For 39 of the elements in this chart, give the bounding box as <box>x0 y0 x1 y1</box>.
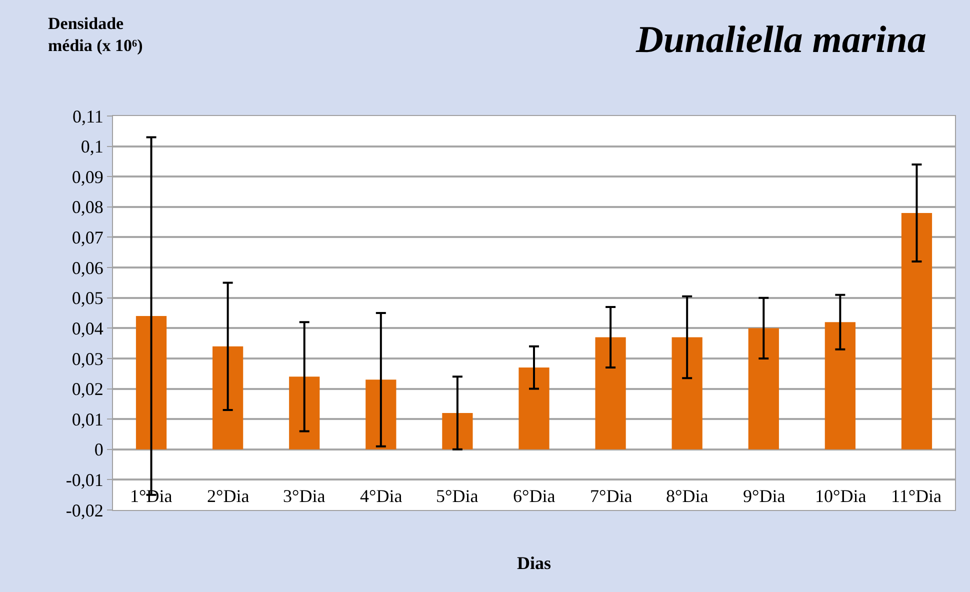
x-tick-label: 7°Dia <box>590 486 632 506</box>
x-tick-label: 9°Dia <box>743 486 786 506</box>
y-tick-label: 0,09 <box>72 166 104 187</box>
x-tick-label: 1°Dia <box>130 486 172 506</box>
x-axis-title: Dias <box>516 553 552 574</box>
y-tick-label: 0,06 <box>72 258 104 278</box>
bar <box>212 346 244 450</box>
bar <box>442 413 473 450</box>
y-tick-label: 0,05 <box>72 288 104 308</box>
y-tick-label: 0 <box>94 440 104 460</box>
x-tick-label: 8°Dia <box>666 486 708 506</box>
bar <box>289 376 320 450</box>
y-tick-label: 0,08 <box>72 197 104 218</box>
y-tick-label: 0,11 <box>72 106 104 126</box>
y-tick-label: 0,04 <box>72 318 104 338</box>
y-axis-title: Densidade média (x 10⁶) <box>48 14 143 56</box>
x-tick-label: 4°Dia <box>360 486 402 506</box>
bar <box>366 380 396 450</box>
y-tick-label: 0,01 <box>72 409 104 430</box>
bar <box>672 337 702 450</box>
x-tick-label: 11°Dia <box>891 486 942 506</box>
y-tick-label: 0,1 <box>80 136 104 157</box>
x-tick-label: 10°Dia <box>815 486 866 506</box>
y-tick-label: 0,03 <box>72 348 104 369</box>
bar <box>595 337 626 450</box>
x-tick-label: 5°Dia <box>436 486 478 506</box>
x-tick-label: 2°Dia <box>207 486 250 506</box>
x-tick-label: 6°Dia <box>513 486 556 506</box>
x-tick-label: 3°Dia <box>283 486 326 506</box>
bar <box>824 322 856 450</box>
bar <box>748 328 779 450</box>
chart-title: Dunaliella marina <box>635 18 926 61</box>
bar <box>518 368 550 450</box>
y-tick-label: -0,01 <box>66 470 104 490</box>
y-tick-label: -0,02 <box>66 500 104 520</box>
y-tick-label: 0,07 <box>72 228 104 248</box>
bar <box>901 212 932 450</box>
bar <box>136 316 167 450</box>
y-tick-label: 0,02 <box>72 379 104 400</box>
